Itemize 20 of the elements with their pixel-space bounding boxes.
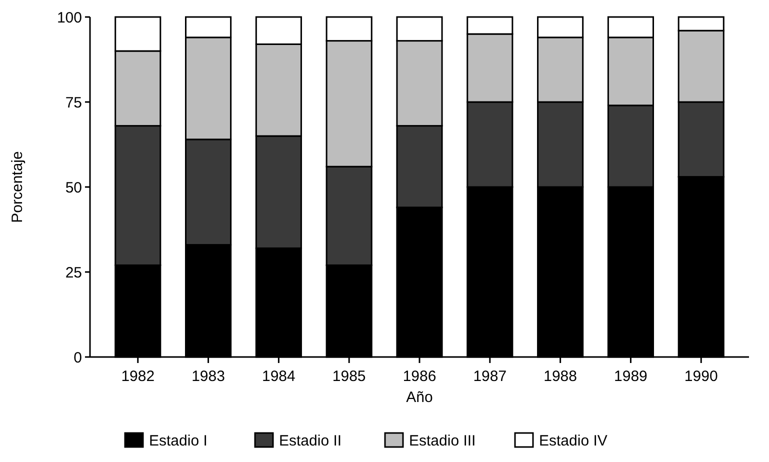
- x-tick-label: 1988: [544, 368, 577, 385]
- x-tick-label: 1984: [262, 368, 296, 385]
- x-tick-label: 1987: [473, 368, 507, 385]
- legend-label: Estadio I: [149, 432, 208, 450]
- y-tick-label: 50: [65, 179, 82, 196]
- y-tick-label: 75: [65, 94, 82, 112]
- x-tick-label: 1983: [192, 368, 225, 385]
- y-tick-label: 100: [56, 9, 82, 26]
- x-tick-label: 1982: [121, 368, 155, 385]
- y-tick-label: 0: [74, 349, 82, 366]
- x-axis-title: Año: [406, 389, 433, 406]
- y-axis-title: Porcentaje: [9, 151, 26, 223]
- legend-label: Estadio II: [279, 432, 342, 450]
- legend-label: Estadio III: [409, 432, 476, 450]
- x-tick-label: 1990: [684, 368, 718, 385]
- x-tick-label: 1985: [332, 368, 366, 385]
- x-tick-label: 1986: [402, 368, 436, 385]
- legend-label: Estadio IV: [539, 432, 608, 450]
- y-tick-label: 25: [65, 264, 82, 282]
- x-tick-label: 1989: [614, 368, 648, 385]
